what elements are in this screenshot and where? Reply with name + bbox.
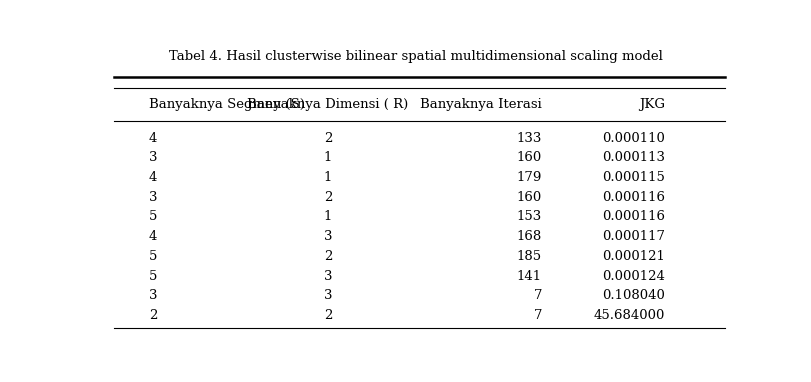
Text: 5: 5 bbox=[148, 210, 157, 223]
Text: Tabel 4. Hasil clusterwise bilinear spatial multidimensional scaling model: Tabel 4. Hasil clusterwise bilinear spat… bbox=[169, 50, 663, 63]
Text: 2: 2 bbox=[324, 309, 332, 322]
Text: 2: 2 bbox=[324, 131, 332, 144]
Text: 2: 2 bbox=[324, 250, 332, 263]
Text: 0.000116: 0.000116 bbox=[601, 210, 664, 223]
Text: 7: 7 bbox=[533, 309, 542, 322]
Text: 141: 141 bbox=[517, 270, 542, 283]
Text: 0.108040: 0.108040 bbox=[601, 289, 664, 302]
Text: 3: 3 bbox=[324, 289, 332, 302]
Text: 4: 4 bbox=[148, 230, 157, 243]
Text: 2: 2 bbox=[148, 309, 157, 322]
Text: 0.000110: 0.000110 bbox=[601, 131, 664, 144]
Text: 153: 153 bbox=[516, 210, 542, 223]
Text: 5: 5 bbox=[148, 270, 157, 283]
Text: 0.000121: 0.000121 bbox=[601, 250, 664, 263]
Text: JKG: JKG bbox=[638, 98, 664, 111]
Text: 133: 133 bbox=[516, 131, 542, 144]
Text: 0.000117: 0.000117 bbox=[601, 230, 664, 243]
Text: 3: 3 bbox=[324, 270, 332, 283]
Text: 5: 5 bbox=[148, 250, 157, 263]
Text: 1: 1 bbox=[324, 171, 332, 184]
Text: 3: 3 bbox=[324, 230, 332, 243]
Text: Banyaknya Dimensi ( R): Banyaknya Dimensi ( R) bbox=[247, 98, 408, 111]
Text: 168: 168 bbox=[516, 230, 542, 243]
Text: 7: 7 bbox=[533, 289, 542, 302]
Text: 185: 185 bbox=[517, 250, 542, 263]
Text: 0.000124: 0.000124 bbox=[601, 270, 664, 283]
Text: 4: 4 bbox=[148, 131, 157, 144]
Text: 1: 1 bbox=[324, 210, 332, 223]
Text: 179: 179 bbox=[516, 171, 542, 184]
Text: 45.684000: 45.684000 bbox=[593, 309, 664, 322]
Text: 160: 160 bbox=[516, 151, 542, 164]
Text: 1: 1 bbox=[324, 151, 332, 164]
Text: 0.000116: 0.000116 bbox=[601, 191, 664, 204]
Text: 0.000115: 0.000115 bbox=[601, 171, 664, 184]
Text: Banyaknya Segmen (S): Banyaknya Segmen (S) bbox=[148, 98, 304, 111]
Text: Banyaknya Iterasi: Banyaknya Iterasi bbox=[420, 98, 542, 111]
Text: 3: 3 bbox=[148, 151, 157, 164]
Text: 0.000113: 0.000113 bbox=[601, 151, 664, 164]
Text: 3: 3 bbox=[148, 289, 157, 302]
Text: 2: 2 bbox=[324, 191, 332, 204]
Text: 160: 160 bbox=[516, 191, 542, 204]
Text: 3: 3 bbox=[148, 191, 157, 204]
Text: 4: 4 bbox=[148, 171, 157, 184]
